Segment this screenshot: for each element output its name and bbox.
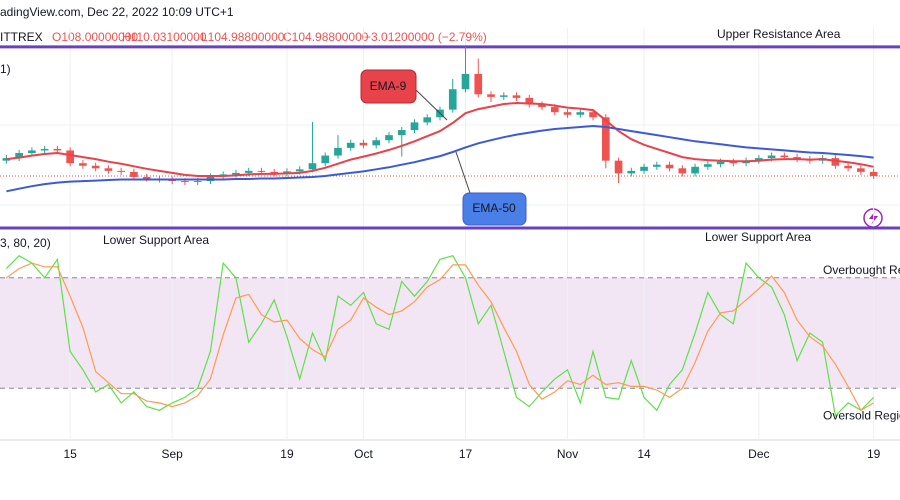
ema-line <box>6 124 874 193</box>
x-tick-label: 14 <box>637 447 651 461</box>
candle-body <box>869 171 878 177</box>
annotation: Lower Support Area <box>705 230 811 244</box>
candle-body <box>678 168 687 174</box>
x-tick-label: Dec <box>748 447 769 461</box>
candle-body <box>359 142 368 146</box>
candle-body <box>652 164 661 167</box>
candle-body <box>487 94 495 97</box>
candle-body <box>397 130 406 136</box>
candle-body <box>244 170 253 173</box>
candle-body <box>857 168 865 172</box>
candle-body <box>28 150 36 153</box>
x-tick-label: 19 <box>867 447 881 461</box>
candle-body <box>232 172 240 175</box>
candle-body <box>117 170 125 172</box>
candle-body <box>780 155 789 158</box>
x-tick-label: 17 <box>459 447 473 461</box>
stoch-level-label: Overbought Region <box>823 263 900 277</box>
candle-body <box>716 161 725 165</box>
x-tick-label: 19 <box>280 447 294 461</box>
level-label: Lower Support Area <box>103 233 209 247</box>
candle-body <box>729 161 738 164</box>
ohlc-open: O108.00000000 <box>52 30 138 44</box>
callout-box <box>360 69 417 104</box>
candle-body <box>601 117 610 161</box>
candle-body <box>512 95 521 98</box>
callout-arrow <box>415 89 448 121</box>
x-tick-label: Oct <box>354 447 373 461</box>
candle-body <box>767 155 776 159</box>
candle-body <box>614 160 623 174</box>
candle-body <box>423 117 432 123</box>
candle-body <box>576 112 585 115</box>
callout-label: EMA-50 <box>472 201 516 215</box>
candle-body <box>461 73 470 90</box>
candle-body <box>755 158 763 161</box>
ohlc-close: C104.98800000 <box>283 30 369 44</box>
candle-body <box>563 112 572 115</box>
candle-body <box>550 107 559 113</box>
callout-arrow <box>455 151 471 194</box>
candle-body <box>346 142 355 148</box>
candle-body <box>283 171 291 174</box>
indicator-label: 1) <box>0 62 11 76</box>
candle-body <box>665 164 674 169</box>
x-tick-label: Nov <box>557 447 578 461</box>
candle-body <box>66 150 74 164</box>
level-label: Upper Resistance Area <box>717 27 841 41</box>
callout-box <box>462 192 527 226</box>
candle-body <box>410 122 419 131</box>
candle-body <box>79 163 87 166</box>
stoch-level-label: Oversold Region <box>823 408 900 422</box>
candle-body <box>499 95 508 97</box>
candle-body <box>640 166 648 171</box>
callout-label: EMA-9 <box>370 79 407 93</box>
candle-body <box>691 166 699 174</box>
ohlc-change: −3.01200000 (−2.79%) <box>364 30 487 44</box>
x-tick-label: 15 <box>63 447 77 461</box>
candle-body <box>15 153 23 159</box>
candle-body <box>334 147 342 156</box>
candle-body <box>257 170 266 172</box>
chart-header: adingView.com, Dec 22, 2022 10:09 UTC+1 <box>0 5 234 19</box>
candle-body <box>91 165 100 169</box>
stoch-label: 3, 80, 20) <box>0 236 51 250</box>
candle-body <box>40 148 49 151</box>
candle-body <box>321 155 330 164</box>
stoch-line <box>6 262 874 412</box>
ohlc-low: L104.98800000 <box>201 30 285 44</box>
candle-body <box>193 181 202 183</box>
candle-body <box>372 140 381 146</box>
candle-body <box>589 112 597 118</box>
candle-body <box>448 89 457 110</box>
candle-body <box>831 158 840 166</box>
candle-body <box>844 165 852 169</box>
x-tick-label: Sep <box>161 447 183 461</box>
ohlc-high: H110.03100000 <box>122 30 207 44</box>
candle-body <box>181 181 189 183</box>
candle-body <box>538 104 546 108</box>
candle-body <box>2 158 11 161</box>
candle-body <box>525 97 534 105</box>
candle-body <box>704 164 712 167</box>
candle-body <box>385 135 393 141</box>
candle-body <box>295 169 304 172</box>
candle-body <box>308 163 317 170</box>
stoch-line <box>5 254 875 418</box>
symbol: ITTREX <box>0 30 43 44</box>
candle-body <box>53 148 62 151</box>
candle-body <box>627 170 636 174</box>
candle-body <box>104 168 113 171</box>
ema-line <box>6 101 874 177</box>
stoch-band <box>0 277 900 389</box>
candle-body <box>142 176 151 179</box>
candle-body <box>270 171 279 174</box>
candle-body <box>474 73 483 95</box>
candle-body <box>130 171 138 177</box>
